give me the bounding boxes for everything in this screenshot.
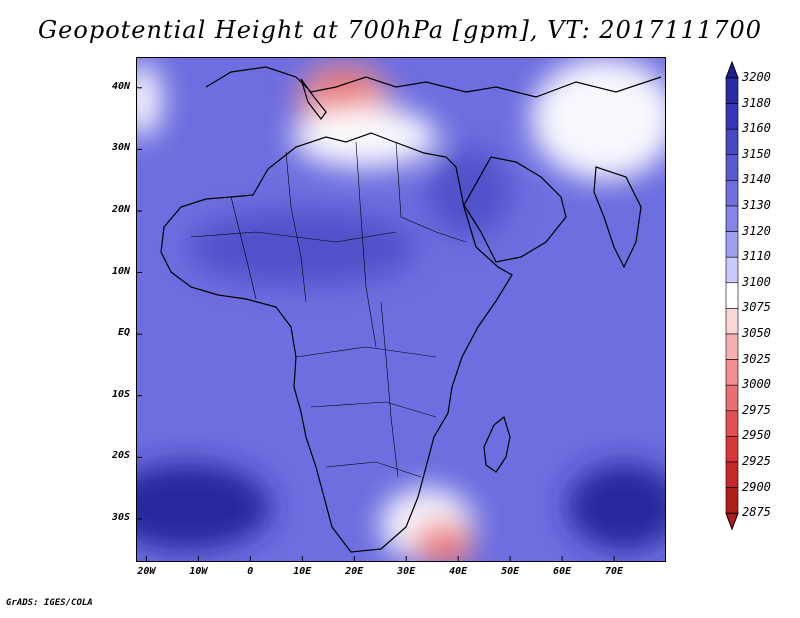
asia-high <box>530 57 666 181</box>
italy-coastline <box>300 78 327 121</box>
colorbar-cell <box>725 180 739 207</box>
border-line <box>355 141 377 348</box>
longitude-label: 70E <box>605 566 624 577</box>
colorbar-cell <box>725 205 739 232</box>
latitude-label: EQ <box>117 327 130 339</box>
colorbar-level-label: 3150 <box>742 146 771 161</box>
colorbar-cells <box>725 60 739 531</box>
longitude-label: 10E <box>293 566 312 577</box>
longitude-label: 20W <box>137 566 156 577</box>
west-africa-high <box>187 210 417 285</box>
mediterranean-ridge <box>291 106 438 168</box>
longitude-label: 20E <box>345 566 364 577</box>
colorbar-level-label: 2875 <box>742 505 771 520</box>
colorbar-cell <box>725 436 739 463</box>
colorbar-cell <box>725 384 739 412</box>
colorbar-level-label: 3100 <box>742 274 771 289</box>
colorbar-cell <box>725 77 739 104</box>
border-line <box>395 141 467 243</box>
colorbar-cell <box>725 410 739 437</box>
longitude-label: 50E <box>501 566 520 577</box>
longitude-label: 10W <box>189 566 208 577</box>
arabia-high <box>426 149 511 236</box>
coastlines <box>160 66 662 553</box>
colorbar-level-label: 3120 <box>742 223 771 238</box>
latitude-label: 20N <box>111 203 130 215</box>
arabia-coastline <box>463 156 567 263</box>
colorbar-cell <box>725 282 739 309</box>
north-atlantic-high <box>136 63 162 138</box>
latitude-label: 30S <box>111 511 130 523</box>
country-borders <box>190 141 467 478</box>
colorbar-level-label: 2975 <box>742 402 771 417</box>
colorbar-cell <box>725 231 739 258</box>
longitude-label: 0 <box>247 566 254 577</box>
africa-coastline <box>160 132 513 553</box>
colorbar-cell <box>725 461 739 488</box>
credit-text: GrADS: IGES/COLA <box>6 598 93 608</box>
map-frame <box>136 57 666 562</box>
colorbar-level-label: 2925 <box>742 454 771 468</box>
colorbar-cell <box>725 333 739 360</box>
latitude-label: 30N <box>111 142 130 154</box>
latitude-label: 40N <box>111 80 130 92</box>
map-area <box>136 57 666 562</box>
longitude-label: 40E <box>449 566 468 577</box>
south-atlantic-high <box>136 463 272 550</box>
border-line <box>310 401 437 418</box>
colorbar-cell <box>725 154 739 181</box>
colorbar-level-label: 3025 <box>742 351 771 366</box>
border-line <box>325 461 422 478</box>
colorbar-level-label: 3140 <box>742 172 771 187</box>
latitude-label: 10S <box>111 388 130 400</box>
map-title: Geopotential Height at 700hPa [gpm], VT:… <box>38 16 762 44</box>
agulhas-low-core <box>426 537 459 562</box>
mediterranean-low-core <box>323 75 365 113</box>
colorbar-top-arrow <box>725 60 739 79</box>
colorbar-level-label: 3110 <box>742 249 771 264</box>
colorbar-level-label: 3050 <box>742 326 771 340</box>
india-coastline <box>593 166 642 269</box>
colorbar-cell <box>725 256 739 284</box>
colorbar-level-label: 3200 <box>742 70 771 84</box>
colorbar-bottom-arrow <box>725 512 739 531</box>
colorbar-level-label: 3130 <box>742 198 771 212</box>
longitude-label: 60E <box>553 566 572 577</box>
colorbar-cell <box>725 103 739 130</box>
contour-features <box>136 57 666 562</box>
madagascar-coastline <box>483 415 511 473</box>
colorbar-level-label: 3075 <box>742 300 771 315</box>
colorbar-cell <box>725 487 739 514</box>
colorbar-level-label: 3180 <box>742 95 771 110</box>
border-line <box>380 301 399 478</box>
colorbar-level-label: 2900 <box>742 479 771 494</box>
colorbar-level-label: 3160 <box>742 121 771 136</box>
latitude-label: 10N <box>111 265 130 277</box>
colorbar-cell <box>725 359 739 386</box>
south-indian-high <box>567 463 666 550</box>
colorbar-cell <box>725 128 739 156</box>
border-line <box>230 196 257 300</box>
colorbar-level-label: 2950 <box>742 428 771 443</box>
border-line <box>295 346 437 358</box>
axis-ticks <box>136 87 615 562</box>
border-line <box>285 151 307 303</box>
europe-coastline <box>205 66 662 98</box>
geopotential-map <box>136 57 666 562</box>
colorbar-cell <box>725 308 739 335</box>
longitude-label: 30E <box>397 566 416 577</box>
latitude-label: 20S <box>111 450 130 462</box>
border-line <box>190 231 397 243</box>
colorbar <box>725 60 739 531</box>
colorbar-level-label: 3000 <box>742 377 771 392</box>
